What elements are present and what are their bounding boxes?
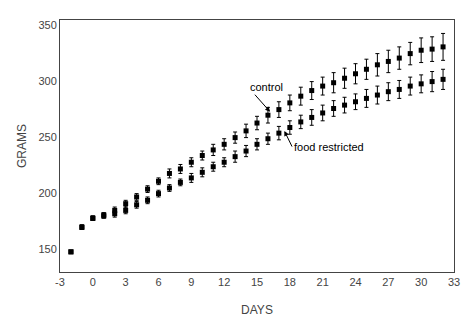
svg-text:18: 18 bbox=[284, 276, 296, 288]
svg-text:6: 6 bbox=[155, 276, 161, 288]
svg-text:food restricted: food restricted bbox=[294, 141, 364, 153]
svg-text:200: 200 bbox=[38, 187, 56, 199]
svg-text:21: 21 bbox=[317, 276, 329, 288]
svg-text:0: 0 bbox=[90, 276, 96, 288]
svg-text:9: 9 bbox=[188, 276, 194, 288]
svg-text:300: 300 bbox=[38, 75, 56, 87]
svg-text:27: 27 bbox=[382, 276, 394, 288]
svg-text:33: 33 bbox=[448, 276, 460, 288]
svg-text:12: 12 bbox=[218, 276, 230, 288]
svg-text:GRAMS: GRAMS bbox=[15, 124, 29, 168]
svg-text:control: control bbox=[250, 81, 283, 93]
svg-text:350: 350 bbox=[38, 19, 56, 31]
svg-text:150: 150 bbox=[38, 243, 56, 255]
svg-text:DAYS: DAYS bbox=[241, 303, 273, 317]
svg-text:250: 250 bbox=[38, 131, 56, 143]
svg-text:15: 15 bbox=[251, 276, 263, 288]
svg-text:3: 3 bbox=[123, 276, 129, 288]
svg-text:24: 24 bbox=[349, 276, 361, 288]
svg-text:-3: -3 bbox=[55, 276, 65, 288]
svg-text:30: 30 bbox=[415, 276, 427, 288]
